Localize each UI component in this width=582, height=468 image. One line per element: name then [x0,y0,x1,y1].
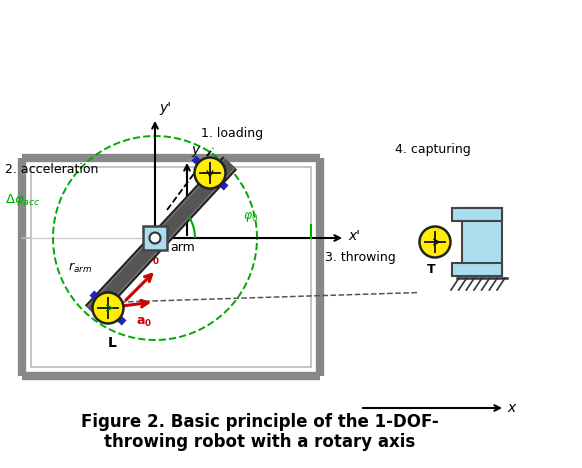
Circle shape [420,227,450,257]
Text: $\Delta\varphi_{acc}$: $\Delta\varphi_{acc}$ [5,192,41,208]
Text: Figure 2. Basic principle of the 1-DOF-
throwing robot with a rotary axis: Figure 2. Basic principle of the 1-DOF- … [81,413,439,452]
FancyBboxPatch shape [452,208,502,221]
Text: 3. throwing: 3. throwing [325,251,396,264]
FancyBboxPatch shape [452,263,502,276]
Text: 1. loading: 1. loading [201,127,263,140]
Text: L: L [108,336,116,350]
Circle shape [150,233,161,243]
Text: 4. capturing: 4. capturing [395,144,471,156]
FancyBboxPatch shape [462,208,502,276]
Text: T: T [427,263,435,276]
Circle shape [93,292,123,323]
Text: y': y' [159,101,171,115]
Text: $\mathbf{v_0}$: $\mathbf{v_0}$ [144,254,160,267]
Text: x': x' [348,229,360,243]
Circle shape [194,158,225,189]
FancyBboxPatch shape [143,226,167,250]
Text: x: x [507,401,515,415]
Text: arm: arm [170,241,195,255]
Text: $\mathbf{a_0}$: $\mathbf{a_0}$ [136,316,152,329]
Text: $r_{arm}$: $r_{arm}$ [68,261,92,275]
Text: $\varphi_0$: $\varphi_0$ [243,210,258,224]
Text: y: y [191,143,199,157]
Text: 2. acceleration: 2. acceleration [5,163,98,176]
